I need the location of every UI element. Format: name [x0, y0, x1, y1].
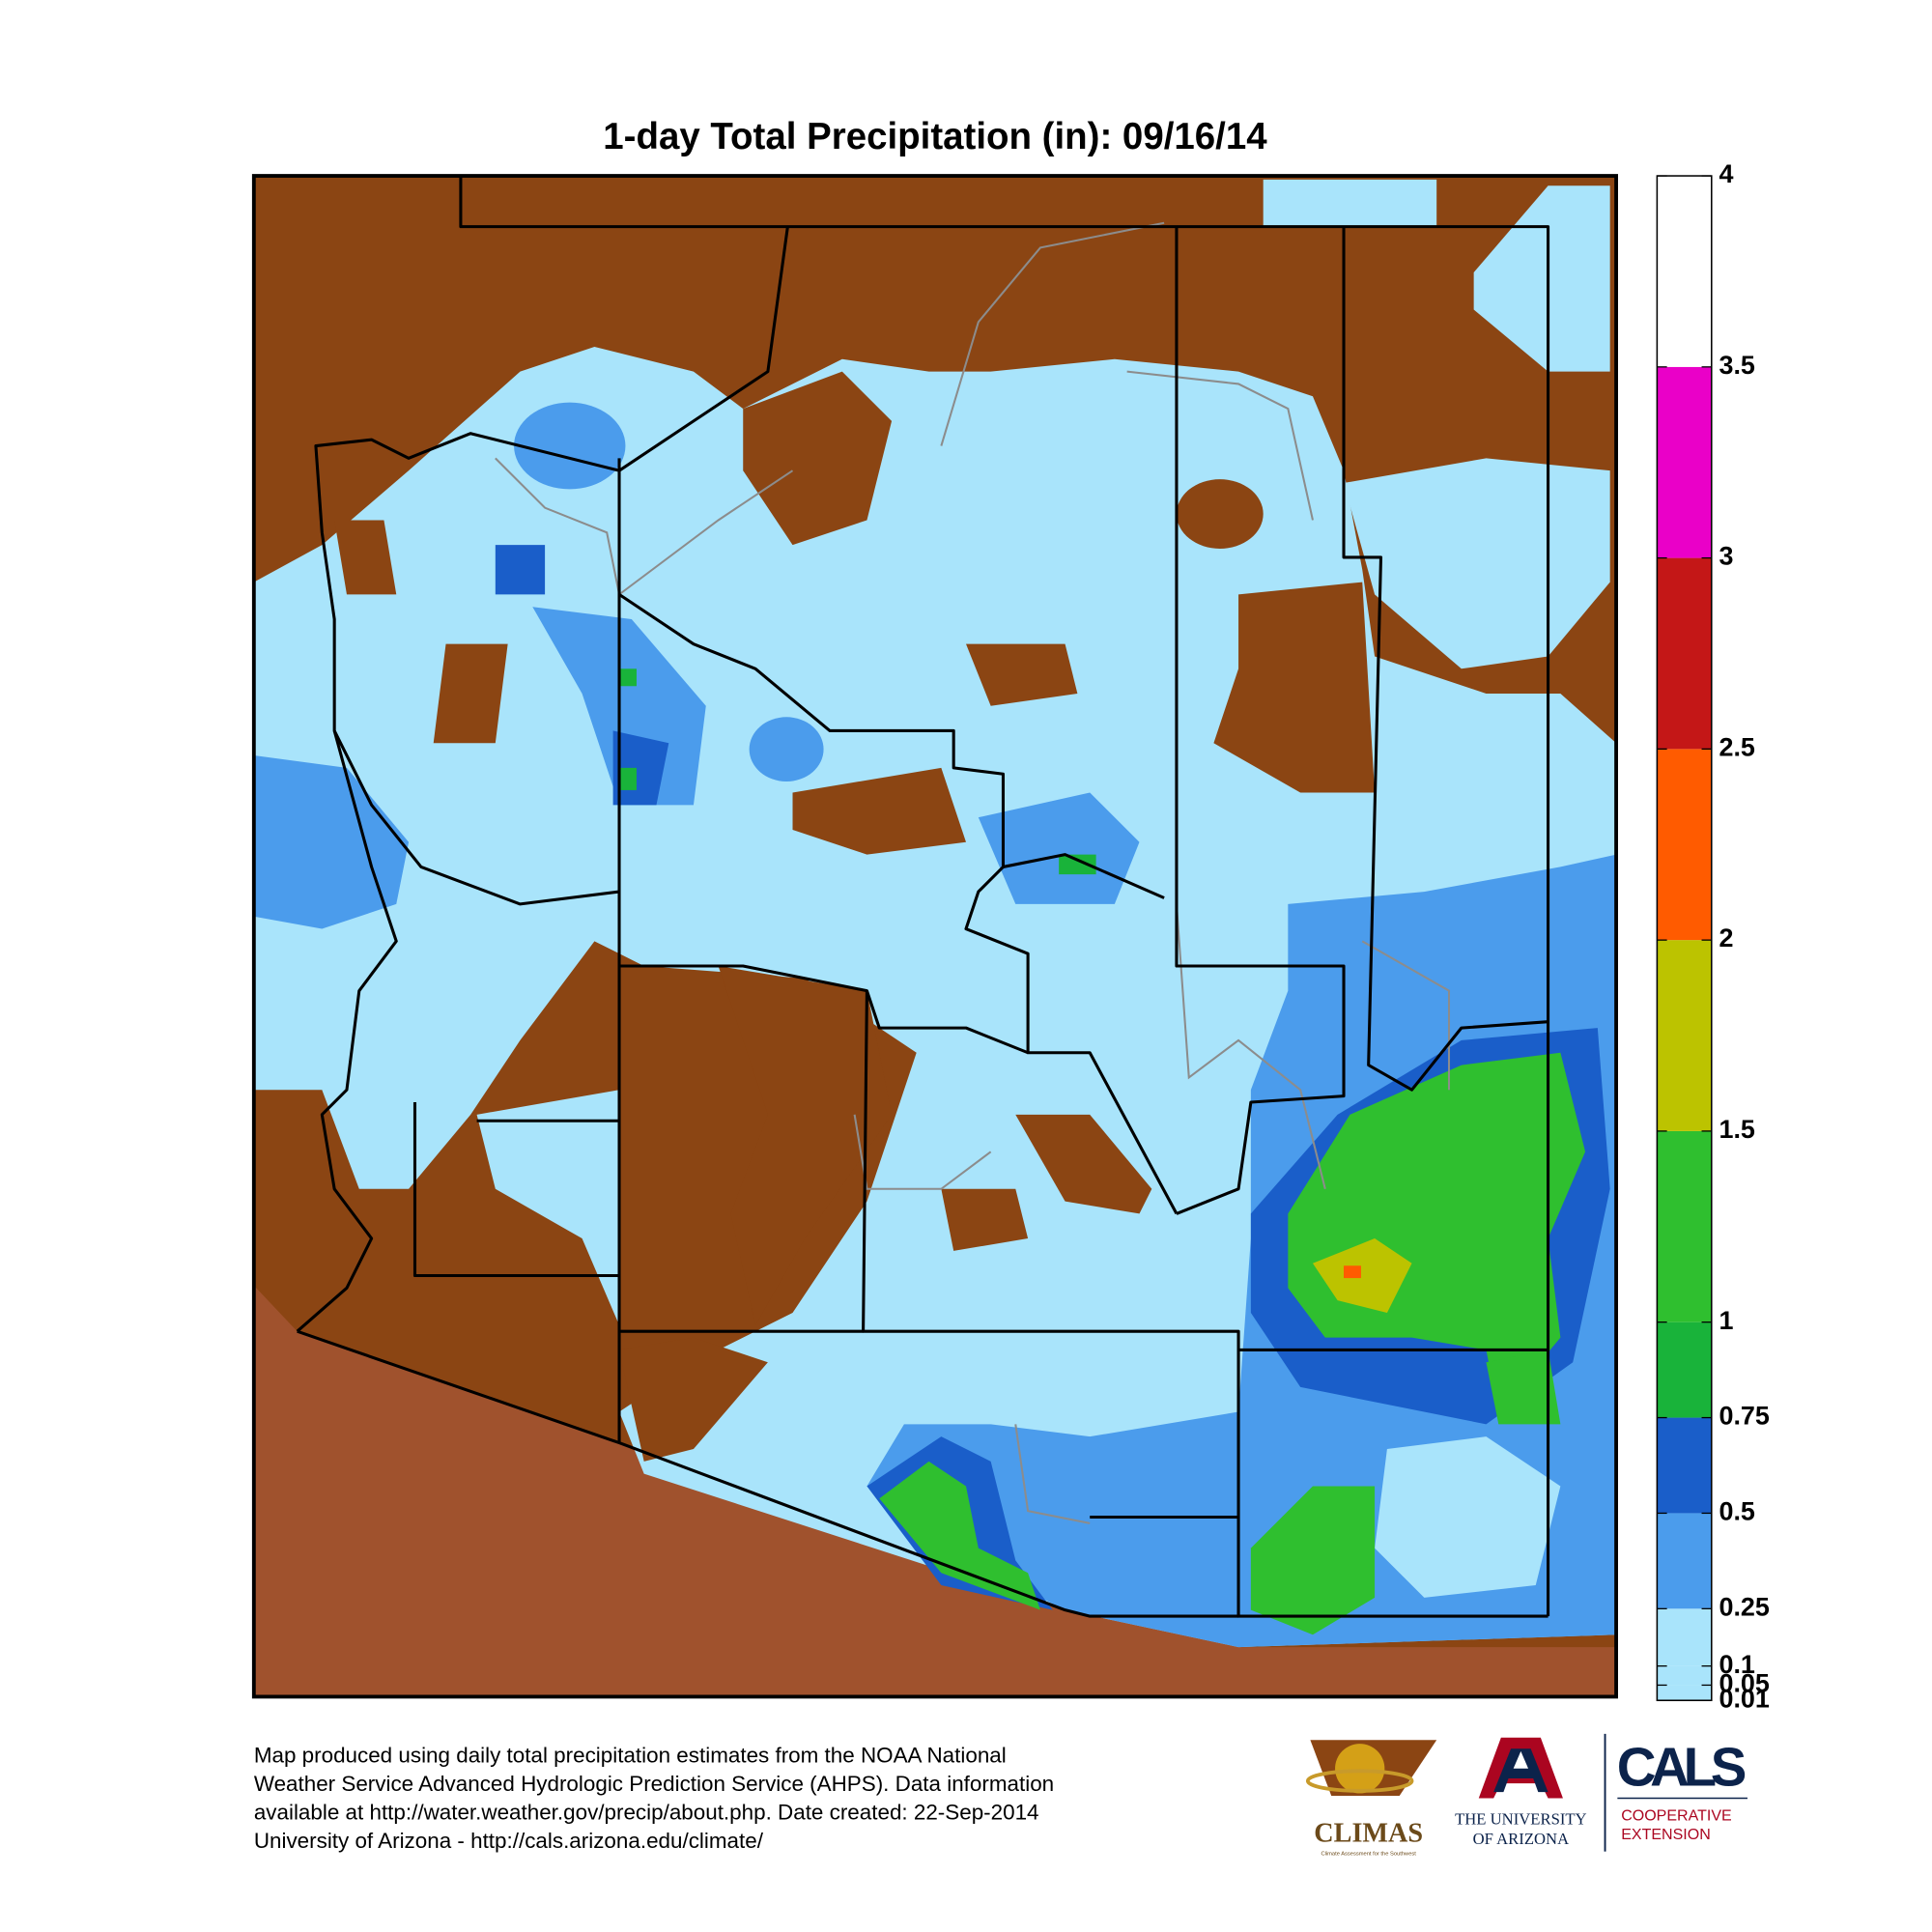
- boundary: [940, 221, 1165, 446]
- colorbar-bin: [1657, 176, 1712, 367]
- no-precip: [1015, 1114, 1152, 1214]
- colorbar-label: 3.5: [1719, 351, 1754, 380]
- colorbar-label: 2: [1719, 923, 1733, 952]
- colorbar-bin: [1657, 940, 1712, 1131]
- moderate-precip: [514, 402, 626, 490]
- colorbar-label: 4: [1719, 159, 1733, 188]
- no-precip: [941, 1188, 1029, 1251]
- county-line: [1003, 853, 1165, 899]
- colorbar-bin: [1657, 1130, 1712, 1322]
- colorbar-bin: [1657, 366, 1712, 558]
- county-line: [618, 593, 1179, 1215]
- moderate-precip: [978, 792, 1140, 904]
- no-precip: [619, 1337, 768, 1462]
- state-border: [459, 176, 1550, 1617]
- boundary: [1014, 1424, 1091, 1524]
- colorbar-label: 0.01: [1719, 1684, 1769, 1713]
- footer-line: University of Arizona - http://cals.ariz…: [254, 1829, 764, 1853]
- colorbar-label: 0.25: [1719, 1592, 1769, 1621]
- footer-line: available at http://water.weather.gov/pr…: [254, 1800, 1039, 1824]
- no-precip: [718, 966, 893, 1325]
- state-border: [297, 1329, 1239, 1618]
- no-precip: [433, 643, 508, 744]
- cals-extension: EXTENSION: [1621, 1826, 1711, 1843]
- map-frame: [251, 174, 1618, 1699]
- boundary: [1361, 940, 1451, 1091]
- university-name: THE UNIVERSITY: [1455, 1809, 1586, 1828]
- no-precip: [966, 643, 1078, 706]
- colorbar-bin: [1657, 749, 1712, 941]
- colorbar-bin: [1657, 1321, 1712, 1418]
- boundary: [1175, 903, 1326, 1190]
- no-precip: [1213, 582, 1376, 793]
- map-title: 1-day Total Precipitation (in): 09/16/14: [603, 116, 1267, 157]
- extreme-precip: [1344, 1265, 1361, 1279]
- colorbar-bin: [1657, 1685, 1712, 1701]
- no-precip: [1176, 479, 1264, 549]
- university-name: OF ARIZONA: [1473, 1830, 1569, 1848]
- colorbar-bin: [1657, 1417, 1712, 1514]
- very-heavy-precip: [1486, 1350, 1561, 1425]
- light-precip: [1263, 179, 1437, 226]
- colorbar-label: 1.5: [1719, 1115, 1754, 1144]
- county-line: [1342, 226, 1548, 1092]
- very-heavy-precip: [879, 1461, 1040, 1610]
- precipitation-map: [251, 174, 1618, 1699]
- colorbar-label: 0.5: [1719, 1497, 1754, 1526]
- light-precip: [1473, 185, 1610, 372]
- very-heavy-precip: [619, 767, 637, 790]
- colorbar-bin: [1657, 557, 1712, 750]
- state-border: [296, 730, 398, 1333]
- colorbar: 0.010.050.1 0.25 0.5 0.75 1 1.5 2 2.5 3 3.5 4: [1656, 159, 1770, 1713]
- no-precip: [743, 371, 893, 546]
- very-heavy-precip: [619, 668, 637, 687]
- county-line: [314, 226, 789, 906]
- light-precip: [1375, 1436, 1561, 1598]
- climas-logo: CLIMAS Climate Assessment for the Southw…: [1305, 1740, 1437, 1858]
- outside-region: [253, 1285, 1617, 1697]
- very-heavy-precip: [1250, 1486, 1376, 1635]
- colorbar-frame: [1656, 175, 1713, 1702]
- county-line: [619, 964, 1029, 1055]
- very-heavy-precip: [1059, 854, 1096, 875]
- extreme-precip: [1312, 1238, 1412, 1313]
- light-precip: [476, 1090, 620, 1325]
- colorbar-bin: [1657, 1665, 1712, 1686]
- footer-line: Weather Service Advanced Hydrologic Pred…: [254, 1772, 1054, 1796]
- climas-tagline: Climate Assessment for the Southwest: [1321, 1852, 1416, 1858]
- cals-extension: COOPERATIVE: [1621, 1807, 1732, 1825]
- cals-name: CALS: [1617, 1737, 1747, 1798]
- no-precip: [334, 520, 397, 595]
- colorbar-bin: [1657, 1513, 1712, 1609]
- climas-name: CLIMAS: [1314, 1818, 1423, 1848]
- county-line: [862, 990, 1548, 1618]
- footer-line: Map produced using daily total precipita…: [254, 1743, 1007, 1767]
- heavy-precip: [495, 545, 546, 595]
- boundary: [853, 1114, 992, 1190]
- university-logo: THE UNIVERSITY OF ARIZONA: [1455, 1737, 1587, 1848]
- cals-logo: CALS COOPERATIVE EXTENSION: [1617, 1737, 1747, 1843]
- colorbar-label: 1: [1719, 1306, 1733, 1335]
- colorbar-bin: [1657, 1608, 1712, 1666]
- colorbar-label: 2.5: [1719, 732, 1754, 761]
- light-precip: [1344, 458, 1610, 669]
- colorbar-label: 0.05: [1719, 1669, 1769, 1698]
- moderate-precip: [749, 717, 824, 781]
- colorbar-label: 3: [1719, 542, 1733, 571]
- county-line: [412, 1102, 620, 1278]
- boundary: [495, 457, 794, 597]
- footer-text: Map produced using daily total precipita…: [254, 1743, 1054, 1852]
- colorbar-label: 0.75: [1719, 1402, 1769, 1431]
- no-precip: [792, 767, 966, 855]
- county-line: [1175, 226, 1346, 1215]
- boundary: [1126, 370, 1314, 521]
- colorbar-label: 0.1: [1719, 1650, 1754, 1679]
- very-heavy-precip: [1288, 1052, 1586, 1412]
